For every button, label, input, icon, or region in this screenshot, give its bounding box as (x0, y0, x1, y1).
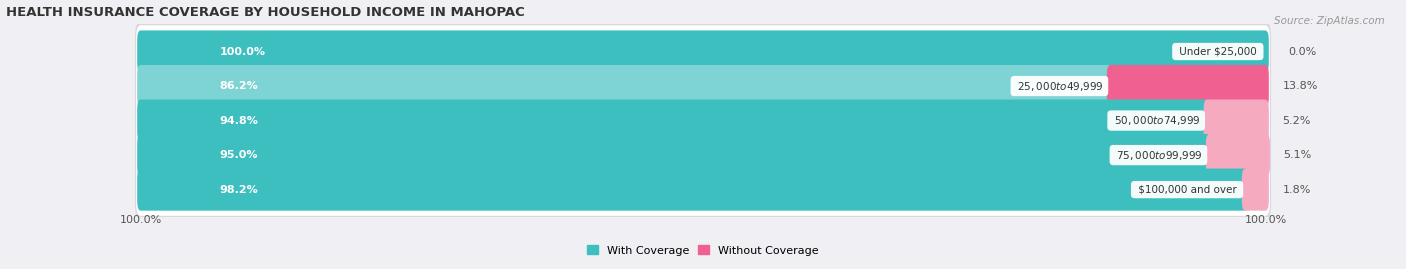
FancyBboxPatch shape (135, 125, 1271, 186)
Text: 100.0%: 100.0% (120, 215, 162, 225)
Text: 5.1%: 5.1% (1284, 150, 1312, 160)
FancyBboxPatch shape (135, 159, 1271, 220)
Text: 98.2%: 98.2% (219, 185, 259, 194)
Legend: With Coverage, Without Coverage: With Coverage, Without Coverage (582, 241, 824, 260)
Text: $50,000 to $74,999: $50,000 to $74,999 (1111, 114, 1201, 127)
FancyBboxPatch shape (138, 65, 1114, 107)
Text: $75,000 to $99,999: $75,000 to $99,999 (1114, 148, 1204, 162)
FancyBboxPatch shape (1107, 65, 1268, 107)
Text: $25,000 to $49,999: $25,000 to $49,999 (1014, 80, 1105, 93)
FancyBboxPatch shape (136, 60, 1270, 112)
FancyBboxPatch shape (136, 163, 1270, 216)
Text: Under $25,000: Under $25,000 (1175, 47, 1260, 56)
Text: 86.2%: 86.2% (219, 81, 259, 91)
FancyBboxPatch shape (1206, 134, 1270, 176)
FancyBboxPatch shape (138, 100, 1211, 141)
Text: HEALTH INSURANCE COVERAGE BY HOUSEHOLD INCOME IN MAHOPAC: HEALTH INSURANCE COVERAGE BY HOUSEHOLD I… (6, 6, 524, 19)
FancyBboxPatch shape (1204, 100, 1268, 141)
FancyBboxPatch shape (138, 169, 1249, 211)
FancyBboxPatch shape (138, 30, 1268, 73)
FancyBboxPatch shape (135, 90, 1271, 151)
Text: 1.8%: 1.8% (1282, 185, 1310, 194)
Text: $100,000 and over: $100,000 and over (1135, 185, 1240, 194)
Text: 100.0%: 100.0% (219, 47, 266, 56)
Text: 0.0%: 0.0% (1288, 47, 1316, 56)
FancyBboxPatch shape (1241, 169, 1268, 211)
FancyBboxPatch shape (135, 21, 1271, 82)
Text: 95.0%: 95.0% (219, 150, 257, 160)
Text: 13.8%: 13.8% (1282, 81, 1317, 91)
FancyBboxPatch shape (138, 134, 1212, 176)
Text: 100.0%: 100.0% (1244, 215, 1286, 225)
FancyBboxPatch shape (136, 25, 1270, 78)
Text: 94.8%: 94.8% (219, 116, 259, 126)
FancyBboxPatch shape (135, 55, 1271, 116)
Text: 5.2%: 5.2% (1282, 116, 1310, 126)
Text: Source: ZipAtlas.com: Source: ZipAtlas.com (1274, 16, 1385, 26)
FancyBboxPatch shape (136, 94, 1270, 147)
FancyBboxPatch shape (136, 129, 1270, 181)
